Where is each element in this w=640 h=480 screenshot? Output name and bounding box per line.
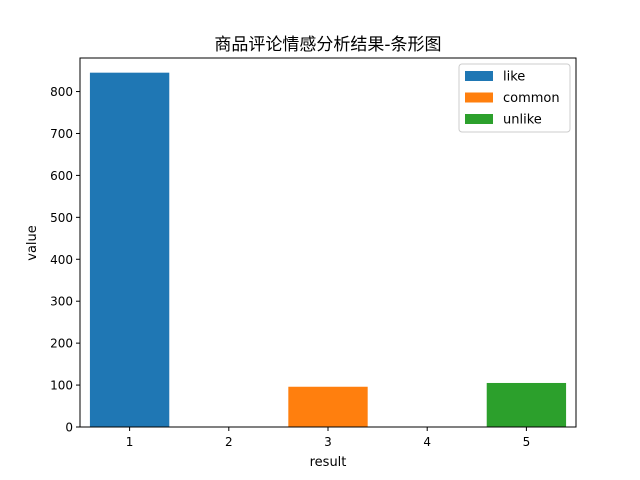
legend: like common unlike — [458, 63, 571, 133]
y-tick-label: 200 — [50, 337, 73, 351]
legend-label-unlike: unlike — [503, 113, 542, 128]
bar-common — [288, 386, 368, 427]
legend-label-like: like — [503, 70, 525, 85]
x-tick-label: 2 — [225, 435, 233, 449]
x-tick-label: 5 — [523, 435, 531, 449]
y-tick-label: 600 — [50, 169, 73, 183]
bars-group — [89, 72, 567, 427]
y-tick-label: 700 — [50, 127, 73, 141]
x-tick-label: 1 — [126, 435, 134, 449]
y-tick-label: 400 — [50, 253, 73, 267]
y-axis-label: value — [25, 225, 40, 261]
y-tick-label: 0 — [65, 421, 73, 435]
legend-swatch-unlike — [465, 114, 493, 124]
legend-label-common: common — [503, 91, 560, 106]
x-tick-label: 3 — [324, 435, 332, 449]
bar-unlike — [486, 382, 567, 427]
legend-swatch-like — [465, 71, 493, 81]
y-tick-label: 100 — [50, 379, 73, 393]
axes-frame — [79, 57, 577, 428]
legend-swatch-common — [465, 92, 493, 103]
x-axis: 1 2 3 4 5 — [126, 427, 530, 449]
x-tick-label: 4 — [423, 435, 431, 449]
y-tick-label: 300 — [50, 295, 73, 309]
bar-like — [89, 72, 170, 427]
y-tick-label: 800 — [50, 85, 73, 99]
y-axis: 0 100 200 300 400 500 600 700 800 — [50, 85, 80, 435]
x-axis-label: result — [310, 455, 347, 470]
y-tick-label: 500 — [50, 211, 73, 225]
chart-title: 商品评论情感分析结果-条形图 — [214, 35, 441, 55]
